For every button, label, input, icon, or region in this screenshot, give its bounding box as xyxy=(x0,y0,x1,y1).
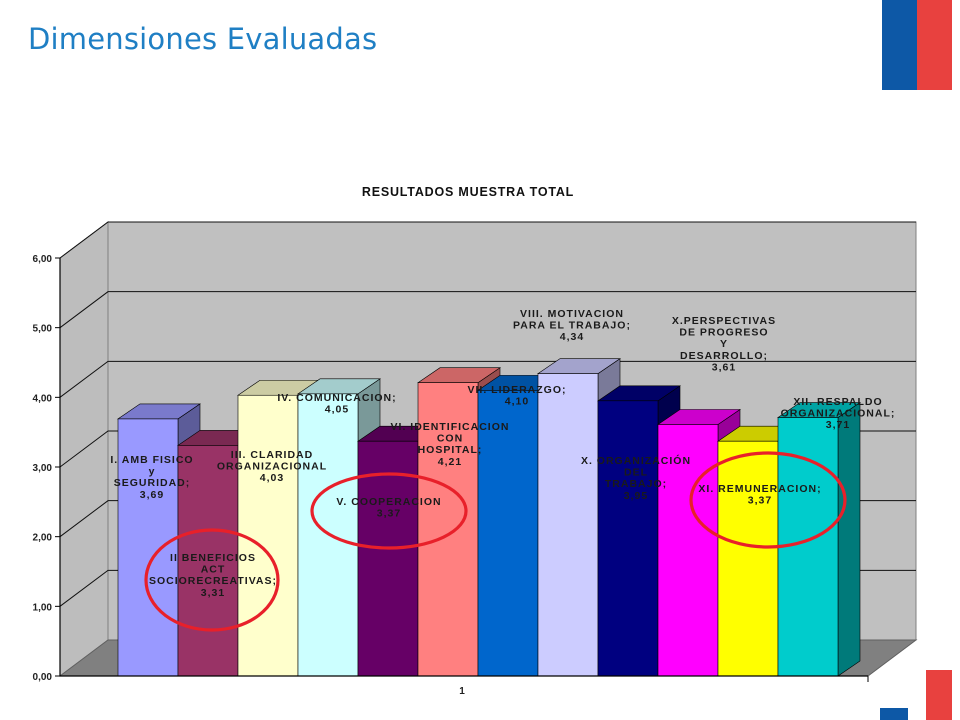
bars xyxy=(117,358,861,677)
bar-label: II BENEFICIOS ACT SOCIORECREATIVAS; 3,31 xyxy=(149,552,277,599)
bar-side xyxy=(837,401,861,677)
bar-label: VII. LIDERAZGO; 4,10 xyxy=(468,384,567,408)
highlight-circles xyxy=(144,451,847,632)
bar-front xyxy=(417,382,479,677)
bar-label: VI. IDENTIFICACION CON HOSPITAL; 4,21 xyxy=(391,421,510,468)
y-tick-label: 1,00 xyxy=(33,602,53,613)
flag-logo-top xyxy=(882,0,952,90)
gridline xyxy=(59,221,916,259)
y-tick-label: 5,00 xyxy=(33,324,53,335)
bar-label: IV. COMUNICACION; 4,05 xyxy=(277,392,396,416)
y-tick-label: 0,00 xyxy=(33,672,53,683)
bar xyxy=(777,401,861,677)
highlight-circle xyxy=(144,528,280,632)
bar-front xyxy=(537,373,599,677)
chart-title: RESULTADOS MUESTRA TOTAL xyxy=(362,185,574,199)
bar-front xyxy=(477,390,539,677)
flag-logo-bottom xyxy=(880,670,952,720)
x-tick-label: 1 xyxy=(459,686,465,697)
highlight-circle xyxy=(310,472,468,550)
bar-front xyxy=(717,440,779,677)
y-tick-label: 6,00 xyxy=(33,254,53,265)
bar-label: VIII. MOTIVACION PARA EL TRABAJO; 4,34 xyxy=(513,308,631,343)
gridline xyxy=(59,360,916,398)
bar-label: I. AMB FISICO y SEGURIDAD; 3,69 xyxy=(110,454,193,501)
slide-title: Dimensiones Evaluadas xyxy=(28,22,378,56)
bar-front xyxy=(117,418,179,677)
bar-label: XI. REMUNERACION; 3,37 xyxy=(698,483,821,507)
gridline xyxy=(59,291,916,329)
y-tick-label: 3,00 xyxy=(33,463,53,474)
y-tick-label: 2,00 xyxy=(33,533,53,544)
bar-front xyxy=(237,394,299,677)
highlight-circle xyxy=(689,451,847,549)
bar-label: V. COOPERACION 3,37 xyxy=(336,496,441,520)
bar-label: III. CLARIDAD ORGANIZACIONAL 4,03 xyxy=(217,449,327,484)
bar-label: X. ORGANIZACIÓN DEL TRABAJO; 3,95 xyxy=(581,454,691,502)
y-tick-label: 4,00 xyxy=(33,393,53,404)
bar-front xyxy=(597,400,659,677)
axes: 0,00 1,00 2,00 3,00 4,00 5,00 6,00 1 xyxy=(33,254,869,697)
data-labels: I. AMB FISICO y SEGURIDAD; 3,69 II BENEFICIO… xyxy=(110,308,896,599)
bar-front xyxy=(357,440,419,677)
bar-label: XII. RESPALDO ORGANIZACIONAL; 3,71 xyxy=(781,396,896,431)
bar-label: X.PERSPECTIVAS DE PROGRESO Y DESARROLLO; 3,6… xyxy=(672,315,776,373)
